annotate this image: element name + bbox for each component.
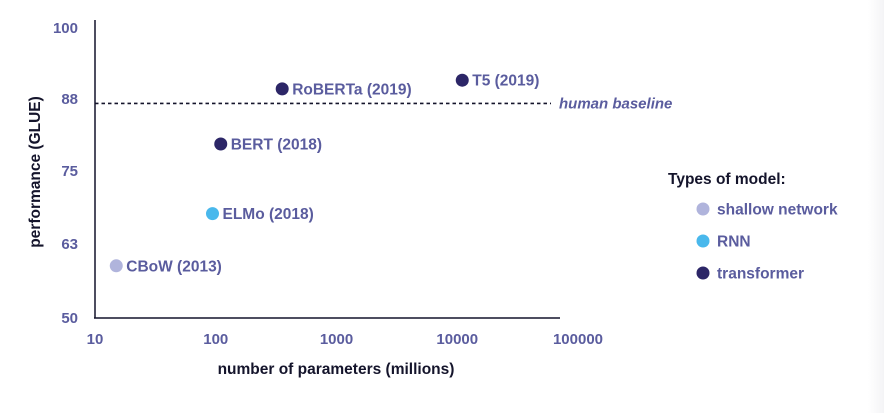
- y-tick-label: 100: [53, 20, 78, 37]
- data-point-label: ELMo (2018): [223, 206, 314, 223]
- legend-entry-label: shallow network: [717, 202, 838, 219]
- y-axis-title: performance (GLUE): [27, 96, 44, 248]
- data-point-marker: [455, 73, 469, 87]
- legend-swatch: [696, 202, 710, 216]
- legend-swatch: [696, 234, 710, 248]
- data-points: CBoW (2013) ELMo (2018) BERT (2018) RoBERTa…: [109, 73, 539, 275]
- legend-entry-label: transformer: [717, 266, 804, 283]
- axes: [94, 20, 560, 319]
- data-point-label: RoBERTa (2019): [292, 81, 411, 98]
- data-point-label: BERT (2018): [231, 137, 322, 154]
- human-baseline-label: human baseline: [559, 95, 672, 112]
- x-axis-title: number of parameters (millions): [218, 361, 455, 378]
- y-tick-label: 75: [61, 163, 78, 180]
- legend: Types of model: shallow network RNN transf…: [668, 171, 838, 283]
- x-tick-label: 100: [203, 331, 228, 348]
- y-tick-labels: 100 88 75 63 50: [53, 20, 78, 327]
- data-point-marker: [214, 137, 228, 151]
- x-tick-label: 10: [87, 331, 104, 348]
- data-point-marker: [275, 82, 289, 96]
- y-tick-label: 88: [61, 91, 78, 108]
- x-tick-label: 100000: [553, 331, 603, 348]
- y-tick-label: 50: [61, 310, 78, 327]
- data-point-marker: [206, 207, 220, 221]
- legend-swatch: [696, 266, 710, 280]
- legend-title: Types of model:: [668, 171, 786, 188]
- data-point-label: CBoW (2013): [126, 258, 222, 275]
- right-edge-shading: [868, 0, 884, 413]
- data-point-marker: [109, 259, 123, 273]
- x-tick-label: 10000: [436, 331, 478, 348]
- y-tick-label: 63: [61, 236, 78, 253]
- x-tick-labels: 10 100 1000 10000 100000: [87, 331, 603, 348]
- x-tick-label: 1000: [320, 331, 353, 348]
- legend-entry-label: RNN: [717, 234, 751, 251]
- data-point-label: T5 (2019): [472, 73, 539, 90]
